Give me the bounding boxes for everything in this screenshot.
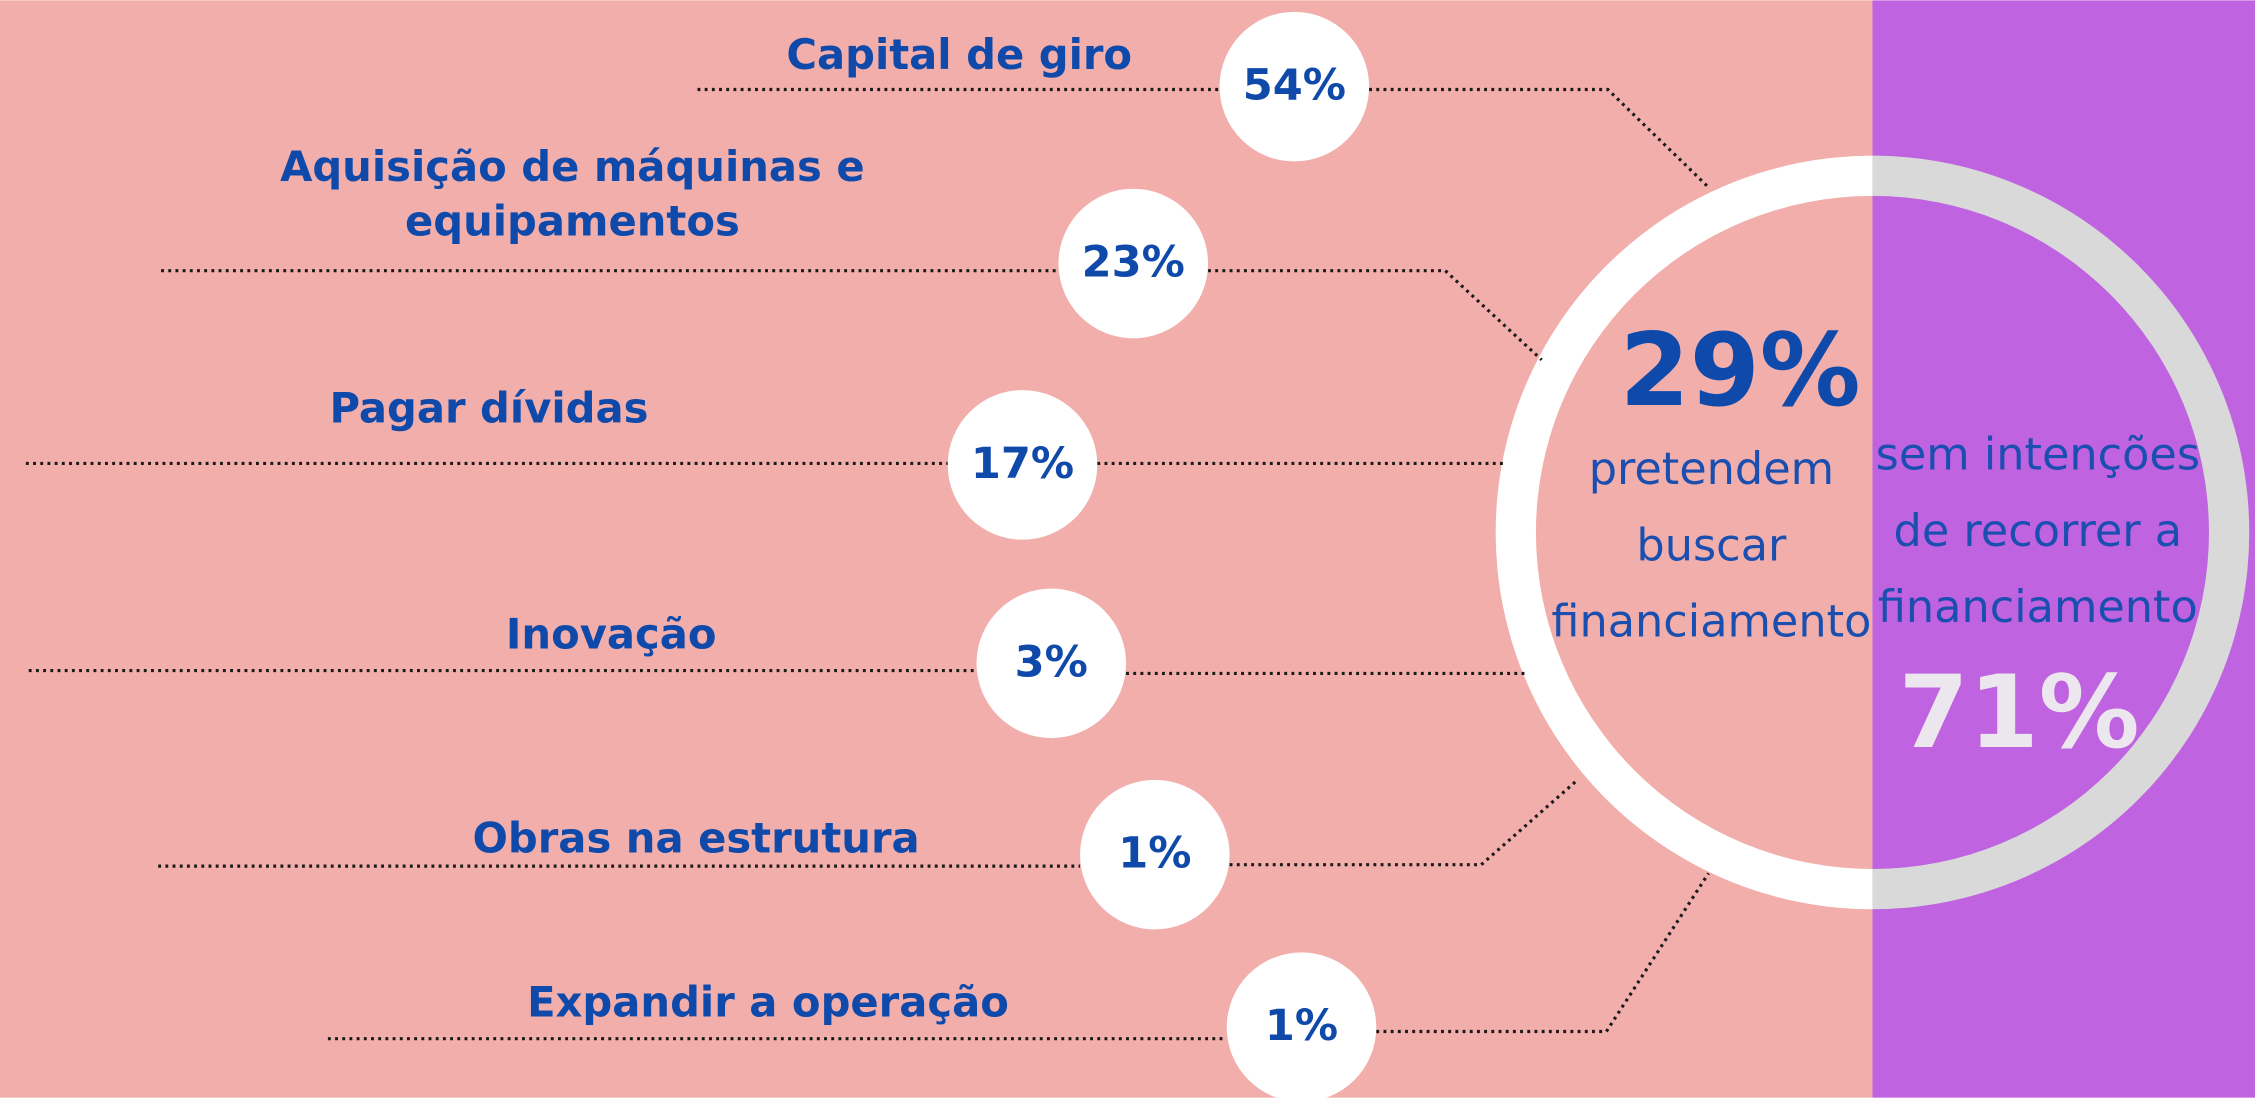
value-text: 3% (1015, 637, 1088, 687)
left-caption: pretendem (1589, 443, 1834, 495)
left-value: 29% (1620, 312, 1861, 429)
connector-line (1376, 872, 1710, 1034)
value-text: 17% (971, 439, 1074, 489)
right-caption: financiamento (1878, 581, 2198, 633)
item-label: Expandir a operação (527, 978, 1009, 1027)
value-bubble (1226, 952, 1377, 1098)
item-label: equipamentos (405, 197, 740, 246)
value-bubble (1058, 188, 1209, 339)
left-caption: buscar (1636, 519, 1787, 571)
item-label: Pagar dívidas (329, 384, 648, 433)
right-value: 71% (1899, 654, 2140, 771)
right-caption: sem intenções (1876, 429, 2200, 481)
item-label: Aquisição de máquinas e (280, 142, 865, 191)
right-caption: de recorrer a (1894, 505, 2183, 557)
connector-line (1208, 269, 1543, 362)
connector-line (1369, 87, 1710, 189)
ring-right (1872, 155, 2250, 910)
value-bubble (947, 390, 1098, 540)
left-caption: financiamento (1551, 596, 1871, 648)
value-text: 1% (1265, 1001, 1338, 1051)
background-left (0, 0, 1873, 1098)
connector-line (1229, 778, 1579, 867)
value-text: 1% (1118, 829, 1191, 879)
value-bubble (1080, 779, 1230, 930)
item-label: Obras na estrutura (472, 814, 919, 863)
item-label: Capital de giro (786, 30, 1132, 79)
item-label: Inovação (506, 609, 717, 658)
value-text: 23% (1082, 237, 1185, 287)
ring-left (1495, 155, 1873, 910)
value-bubble (976, 588, 1127, 739)
value-bubble (1219, 11, 1370, 162)
value-text: 54% (1243, 61, 1346, 111)
